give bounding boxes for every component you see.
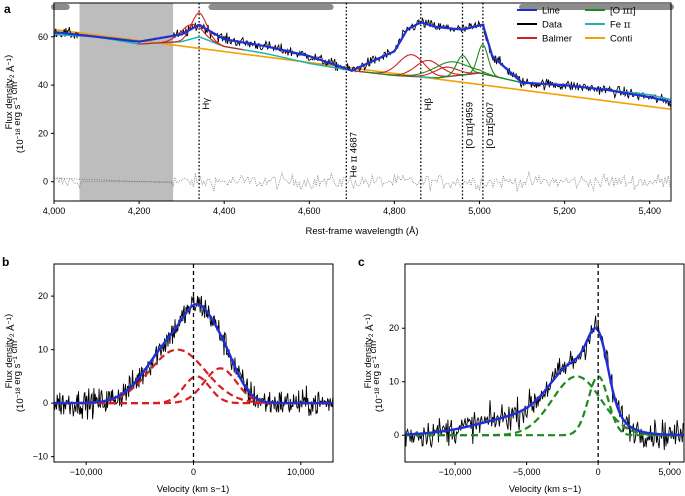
- legend-label: [O ɪɪɪ]: [610, 6, 635, 17]
- oiii-component: [433, 55, 492, 79]
- panel-c-ylabel-line1: Flux density: [363, 337, 374, 388]
- component-series: [405, 375, 684, 437]
- oiii-component: [365, 61, 535, 84]
- panel-c-ylabel-line2: (10−18 erg s−1 cm−2 Å−1): [362, 314, 385, 412]
- panel-a-frame: [53, 2, 672, 202]
- x-tick-label: 4,800: [383, 206, 406, 216]
- y-tick-label: 0: [43, 398, 48, 408]
- y-tick-label: 40: [38, 80, 48, 90]
- y-tick-label: 0: [43, 177, 48, 187]
- y-tick-label: 60: [38, 32, 48, 42]
- x-tick-label: −10,000: [70, 467, 103, 477]
- y-tick-label: 20: [38, 128, 48, 138]
- x-tick-label: 4,000: [43, 206, 66, 216]
- data-series: [404, 315, 685, 451]
- y-tick-label: 20: [38, 291, 48, 301]
- panel-b-ylabel-line1: Flux density: [4, 337, 15, 388]
- legend-label: Balmer: [542, 34, 572, 45]
- panel-c: c −10,000 −5,000 0 5,000 0 10 20 Velocity (km …: [358, 255, 685, 495]
- panel-a-label: a: [4, 2, 11, 16]
- legend-label: Line: [542, 6, 560, 17]
- panel-c-xlabel: Velocity (km s−1): [509, 484, 582, 495]
- line-marker-label: [O ɪɪɪ]4959: [464, 102, 475, 149]
- line-model-series: [53, 21, 672, 104]
- y-tick-label: 0: [394, 430, 399, 440]
- x-tick-label: 5,000: [658, 467, 681, 477]
- panel-a-xlabel: Rest-frame wavelength (Å): [306, 226, 419, 237]
- panel-c-frame: [404, 263, 685, 463]
- x-tick-label: 10,000: [287, 467, 315, 477]
- x-tick-label: 5,000: [468, 206, 491, 216]
- panel-b-ylabel-line2: (10−18 erg s−1 cm−2 Å−1): [3, 314, 26, 412]
- line-marker-label: He ɪɪ 4687: [348, 132, 359, 177]
- legend-label: Fe ɪɪ: [610, 20, 631, 31]
- panel-b: b −10,000 0 10,000 −10 0 10 20 Velocity (km s−…: [2, 255, 334, 495]
- panel-c-label: c: [358, 255, 365, 269]
- panel-a-ylabel-line1: Flux density: [4, 78, 15, 129]
- y-tick-label: 10: [389, 377, 399, 387]
- x-tick-label: 0: [596, 467, 601, 477]
- y-tick-label: 20: [389, 323, 399, 333]
- line-model-series: [404, 326, 684, 437]
- panel-b-xlabel: Velocity (km s−1): [157, 484, 230, 495]
- line-marker-label: [O ɪɪɪ]5007: [485, 102, 496, 149]
- legend-label: Conti: [610, 34, 632, 45]
- x-tick-label: −10,000: [439, 467, 472, 477]
- x-tick-label: 4,400: [213, 206, 236, 216]
- y-tick-label: 10: [38, 345, 48, 355]
- panel-a-ylabel-line2: (10−18 erg s−1 cm−2 Å−1): [3, 55, 26, 153]
- legend-label: Data: [542, 20, 563, 31]
- line-model-series: [54, 302, 333, 405]
- x-tick-label: −5,000: [513, 467, 541, 477]
- panel-a: a Hγ He ɪɪ 4687 Hβ [O ɪɪɪ]4959 [O ɪɪɪ]5007 4…: [3, 2, 674, 237]
- y-tick-label: −10: [33, 452, 48, 462]
- component-series: [405, 375, 684, 437]
- line-marker-label: Hγ: [201, 98, 212, 110]
- x-tick-label: 0: [191, 467, 196, 477]
- x-tick-label: 4,600: [298, 206, 321, 216]
- x-tick-label: 4,200: [128, 206, 151, 216]
- line-marker-label: Hβ: [423, 97, 434, 110]
- x-tick-label: 5,200: [553, 206, 576, 216]
- x-tick-label: 5,400: [638, 206, 661, 216]
- masked-region: [79, 3, 174, 201]
- panel-b-label: b: [2, 255, 9, 269]
- balmer-component: [137, 23, 244, 51]
